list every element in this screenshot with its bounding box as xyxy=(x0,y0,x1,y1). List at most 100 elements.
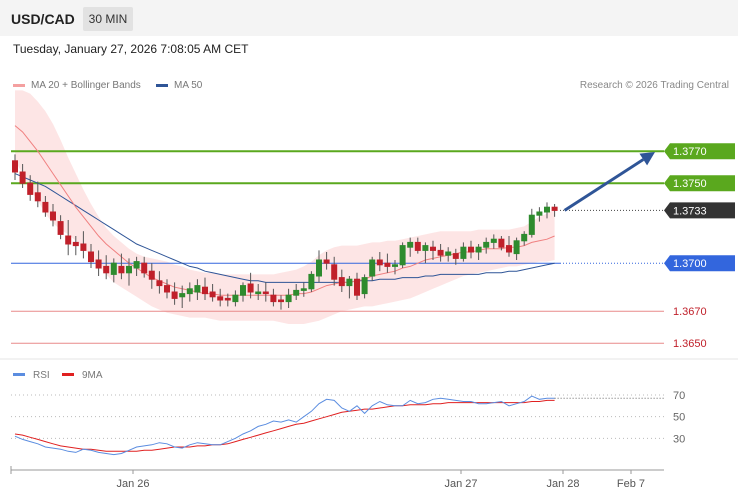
candle-body xyxy=(300,288,307,291)
candle-body xyxy=(422,245,429,251)
support-label: 1.3670 xyxy=(673,306,707,318)
rsi-ma-swatch xyxy=(62,373,74,376)
candle-body xyxy=(460,246,467,259)
candle-body xyxy=(27,182,34,195)
forecast-arrow xyxy=(563,158,645,212)
candle-body xyxy=(551,206,558,211)
rsi-grid: 70 50 30 xyxy=(11,390,685,445)
x-tick-label: Jan 28 xyxy=(546,478,579,490)
candle-body xyxy=(414,241,421,251)
candle-body xyxy=(171,291,178,299)
last-price-label: 1.3733 xyxy=(673,205,707,217)
candle-body xyxy=(483,241,490,248)
candle-body xyxy=(103,265,110,274)
candle-body xyxy=(247,283,254,293)
candle-body xyxy=(498,238,505,248)
candle-body xyxy=(293,289,300,296)
candle-body xyxy=(224,297,231,301)
candle-body xyxy=(217,296,224,301)
rsi-tick-label: 70 xyxy=(673,390,685,402)
candle-body xyxy=(88,251,94,263)
candle-body xyxy=(141,262,148,274)
candle-body xyxy=(452,253,459,259)
rsi-tick-label: 50 xyxy=(673,412,685,424)
candle-body xyxy=(42,201,49,213)
candle-body xyxy=(12,160,18,173)
candle-body xyxy=(202,286,208,295)
candle-body xyxy=(430,246,436,251)
price-labels: 1.3770 1.3750 1.3733 1.3700 1.3670 1.3650 xyxy=(664,143,735,350)
candle-body xyxy=(308,273,315,290)
x-tick-label: Jan 26 xyxy=(116,478,149,490)
candle-body xyxy=(133,261,140,269)
rsi-ma-line xyxy=(14,399,555,452)
candle-body xyxy=(544,206,550,213)
candle-body xyxy=(278,299,284,303)
candle-body xyxy=(513,240,520,255)
candle-body xyxy=(186,288,193,295)
candle-body xyxy=(34,192,41,202)
candle-body xyxy=(346,278,353,287)
candle-body xyxy=(270,294,277,303)
candle-body xyxy=(262,291,269,295)
candle-body xyxy=(110,262,117,275)
chart-timestamp: Tuesday, January 27, 2026 7:08:05 AM CET xyxy=(13,42,249,56)
candle-body xyxy=(72,241,79,247)
forecast-arrow-head xyxy=(639,151,656,166)
legend-ma50: MA 50 xyxy=(156,80,202,91)
timeframe-button[interactable]: 30 MIN xyxy=(83,7,133,31)
candle-body xyxy=(361,277,368,295)
candle-body xyxy=(354,278,360,296)
candle-body xyxy=(369,259,376,277)
candle-body xyxy=(80,243,87,251)
last-price-box xyxy=(664,202,735,219)
copyright-text: Research © 2026 Trading Central xyxy=(579,80,729,91)
pivot-label-box xyxy=(664,255,735,272)
candle-body xyxy=(323,259,330,264)
candle-body xyxy=(468,246,474,253)
candle-body xyxy=(156,280,163,287)
candle-body xyxy=(255,291,262,295)
x-tick-label: Jan 27 xyxy=(444,478,477,490)
chart-header: USD/CAD 30 MIN xyxy=(0,0,738,36)
candle-body xyxy=(445,251,452,256)
pivot-label: 1.3700 xyxy=(673,258,707,270)
candle-body xyxy=(50,211,56,221)
candle-body xyxy=(437,249,444,256)
candle-body xyxy=(490,238,497,243)
legend-bb: MA 20 + Bollinger Bands xyxy=(13,80,141,91)
rsi-tick-label: 30 xyxy=(673,433,685,445)
ma50-line xyxy=(14,173,555,283)
bb-swatch xyxy=(13,83,25,87)
candle-body xyxy=(407,241,414,248)
candle-body xyxy=(95,259,102,269)
rsi-swatch xyxy=(13,373,25,376)
level-lines xyxy=(11,150,664,344)
candle-body xyxy=(148,270,155,280)
legend-ma50-label: MA 50 xyxy=(174,80,203,91)
rsi-legend-label: RSI xyxy=(33,370,50,381)
instrument-title: USD/CAD xyxy=(11,11,75,27)
candle-body xyxy=(232,294,239,303)
candle-body xyxy=(536,211,543,216)
candle-body xyxy=(57,221,64,235)
candles xyxy=(12,154,558,310)
bollinger-band-fill xyxy=(15,90,555,325)
candle-body xyxy=(164,285,170,293)
candle-body xyxy=(506,245,512,253)
candle-body xyxy=(179,293,186,298)
candle-body xyxy=(65,235,72,245)
rsi-ma-legend-label: 9MA xyxy=(82,370,103,381)
candle-body xyxy=(521,233,528,242)
resistance-label-box xyxy=(664,175,735,192)
x-ticks: Jan 26 Jan 27 Jan 28 Feb 7 xyxy=(10,466,645,490)
ma50-swatch xyxy=(156,83,168,87)
support-label: 1.3650 xyxy=(673,338,707,350)
candle-body xyxy=(240,285,246,296)
x-tick-label: Feb 7 xyxy=(617,478,645,490)
candle-body xyxy=(384,262,391,267)
candle-body xyxy=(338,277,345,287)
candle-body xyxy=(376,259,383,266)
rsi-line xyxy=(14,395,555,456)
